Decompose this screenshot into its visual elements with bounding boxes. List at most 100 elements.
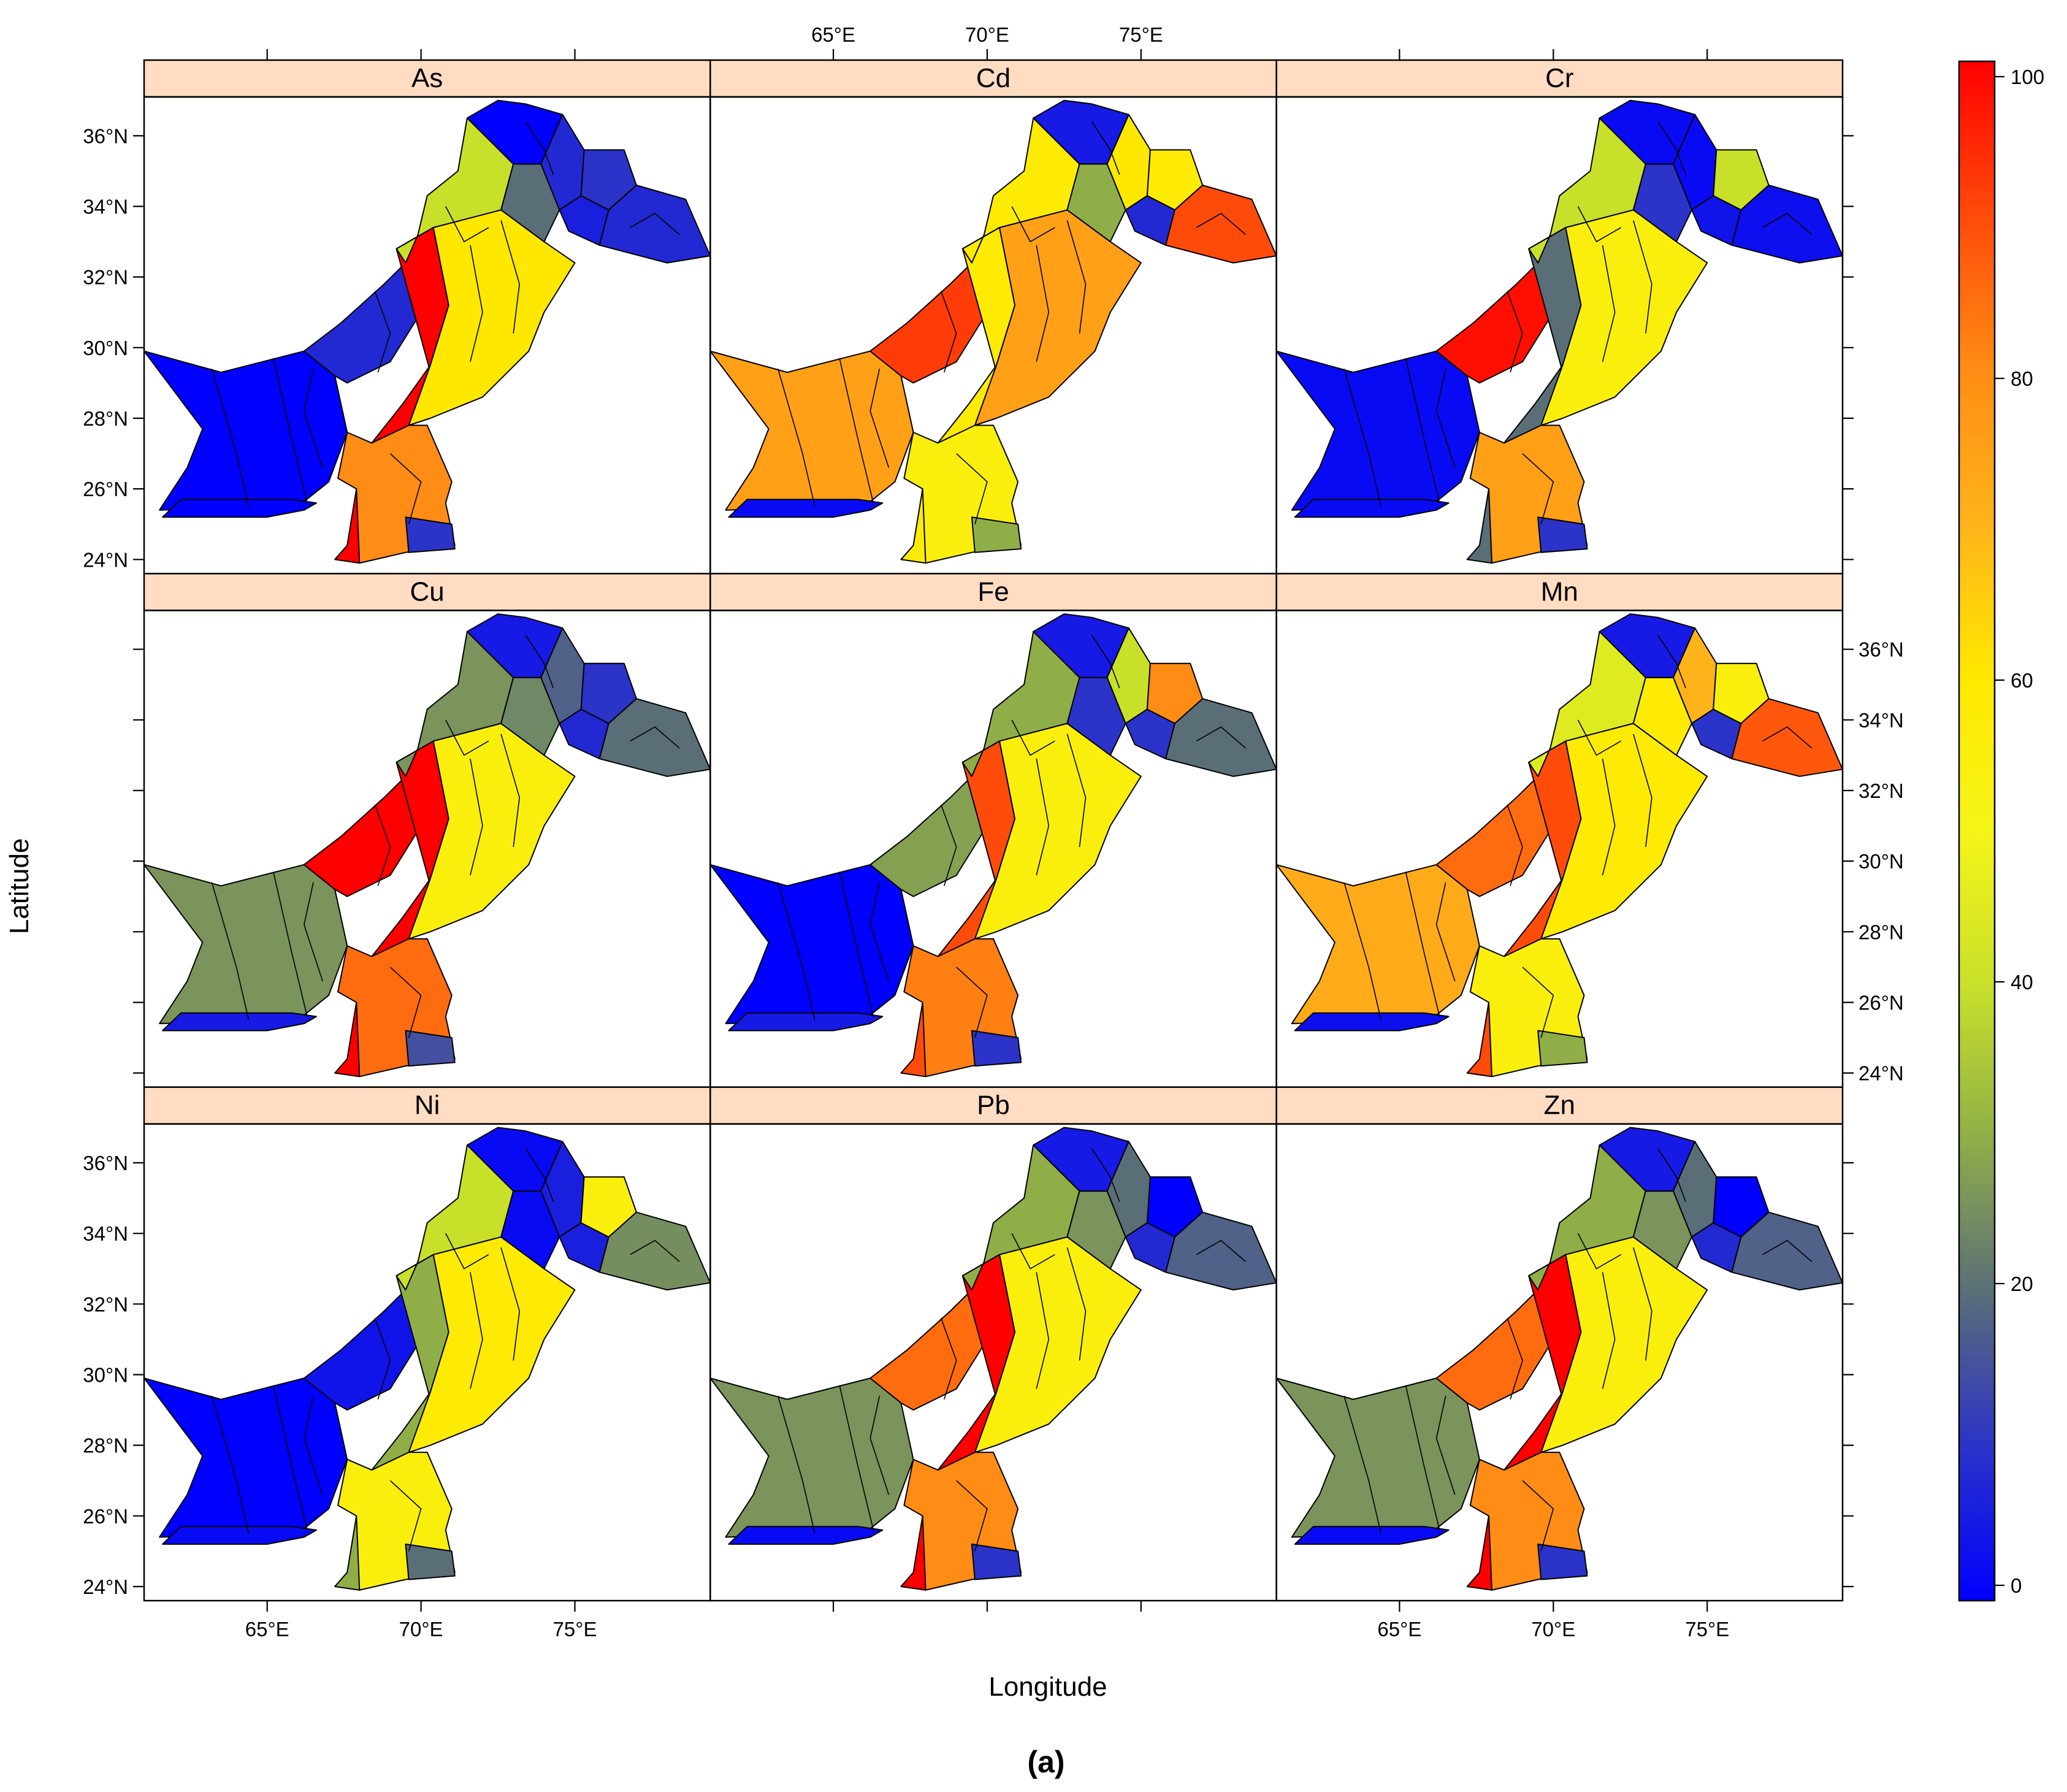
district-boundary [500, 1247, 521, 1361]
region-west [1276, 863, 1480, 1025]
region-south-coast [1294, 1526, 1450, 1545]
district-boundary [1405, 358, 1440, 504]
district-boundary [273, 871, 308, 1017]
district-boundary [445, 206, 489, 243]
district-boundary [956, 453, 988, 524]
panel-strip [143, 1086, 711, 1125]
panel-strip-label: Mn [1541, 576, 1578, 607]
region-west [144, 863, 348, 1025]
y-axis-title: Latitude [4, 838, 34, 935]
y-tick-label: 32°N [1859, 779, 1904, 802]
district-boundary [1196, 726, 1247, 749]
district-boundary [1577, 1233, 1622, 1269]
y-tick-label: 26°N [83, 478, 128, 500]
district-boundary [839, 871, 874, 1017]
region-north-west [869, 262, 988, 384]
y-tick-label: 28°N [1859, 921, 1904, 943]
region-south-tip [971, 1543, 1022, 1580]
figure-caption: (a) [1027, 1745, 1064, 1779]
district-boundary [389, 1480, 422, 1552]
y-tick-label: 36°N [83, 1152, 128, 1174]
region-south-tip [971, 516, 1022, 553]
district-boundary [1632, 220, 1652, 334]
y-tick-label: 36°N [83, 124, 128, 147]
panel-strip-label: Cd [976, 63, 1011, 93]
y-tick-label: 26°N [1859, 991, 1904, 1014]
colorbar-bar [1958, 60, 1996, 1602]
district-boundary [1343, 882, 1382, 1020]
x-tick-label: 75°E [1119, 23, 1163, 46]
region-south-coast [728, 499, 884, 518]
panel-frame [1275, 1123, 1844, 1602]
district-boundary [1657, 1148, 1686, 1202]
district-boundary [1435, 1395, 1456, 1495]
district-boundary [1196, 1239, 1247, 1262]
district-boundary [1657, 635, 1686, 689]
district-boundary [1196, 213, 1247, 235]
panel-strip-label: Fe [977, 576, 1009, 607]
district-boundary [1522, 967, 1554, 1038]
district-boundary [940, 804, 957, 886]
panel-strip [143, 59, 711, 98]
district-boundary [1036, 245, 1050, 362]
district-boundary [1507, 1318, 1523, 1400]
district-boundary [525, 1148, 554, 1202]
region-south-tip [405, 1543, 456, 1580]
district-boundary [1405, 871, 1440, 1017]
district-boundary [1066, 733, 1087, 848]
district-boundary [839, 1385, 874, 1531]
district-boundary [1632, 733, 1652, 848]
district-boundary [1011, 719, 1055, 756]
district-boundary [211, 369, 250, 507]
region-west [710, 863, 914, 1025]
district-boundary [956, 1480, 988, 1552]
region-south-tip [405, 1030, 456, 1067]
panel-fe: Fe [709, 573, 1277, 1088]
district-boundary [1091, 635, 1120, 689]
panel-map [1276, 1127, 1843, 1591]
district-boundary [525, 121, 554, 175]
x-tick-label: 65°E [1377, 1618, 1421, 1641]
region-west [1276, 350, 1480, 511]
panel-cr: Cr [1275, 59, 1844, 575]
panel-mn: Mn [1275, 573, 1844, 1088]
region-north-west [1435, 262, 1554, 384]
district-boundary [1657, 121, 1686, 175]
district-boundary [1522, 1480, 1554, 1552]
district-boundary [445, 719, 489, 756]
district-boundary [304, 1395, 323, 1495]
panel-strip [709, 1086, 1277, 1125]
region-north-west [303, 775, 422, 897]
y-tick-label: 24°N [83, 1576, 128, 1598]
district-boundary [211, 1395, 250, 1534]
region-south-tip [1537, 1543, 1588, 1580]
district-boundary [470, 1272, 483, 1389]
panel-strip-label: Cr [1545, 63, 1573, 93]
region-south-coast [1294, 1012, 1450, 1032]
region-south-coast [728, 1526, 884, 1545]
y-tick-label: 30°N [83, 337, 128, 359]
panel-map [710, 99, 1277, 564]
region-south-coast [162, 1526, 317, 1545]
district-boundary [1602, 245, 1616, 362]
colorbar-tick-label: 20 [2011, 1273, 2033, 1295]
district-boundary [470, 758, 483, 876]
y-tick-label: 34°N [1859, 709, 1904, 732]
region-north-west [303, 1289, 422, 1411]
district-boundary [1343, 369, 1382, 507]
panels-layer: As Cd Cr Cu Fe Mn Ni Pb Zn [143, 59, 1844, 1602]
district-boundary [1011, 206, 1055, 243]
y-tick-label: 26°N [83, 1505, 128, 1528]
region-south-coast [1294, 499, 1450, 518]
district-boundary [1405, 1385, 1440, 1531]
panel-ni: Ni [143, 1086, 711, 1602]
district-boundary [869, 1395, 890, 1495]
panel-cd: Cd [709, 59, 1277, 575]
region-south-tip [971, 1030, 1022, 1067]
colorbar-tick-label: 40 [2011, 971, 2033, 994]
panel-strip [1275, 573, 1844, 611]
x-tick-label: 70°E [399, 1618, 443, 1641]
district-boundary [1435, 369, 1456, 468]
region-south-tip [405, 516, 456, 553]
